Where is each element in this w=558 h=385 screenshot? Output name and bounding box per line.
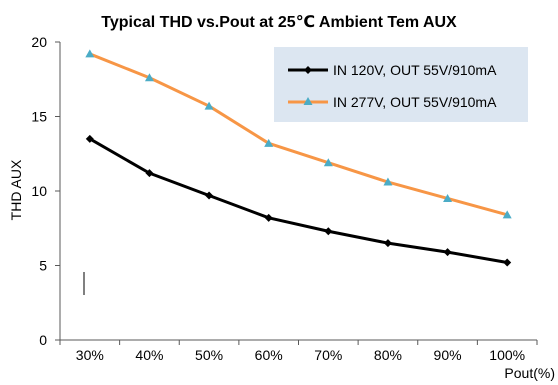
y-tick-label: 10 xyxy=(31,183,47,199)
series-1-point xyxy=(145,169,154,178)
y-tick-label: 0 xyxy=(39,332,47,348)
series-2-point xyxy=(323,158,333,167)
legend-item-series-2: IN 277V, OUT 55V/910mA xyxy=(288,94,497,110)
x-tick-label: 90% xyxy=(434,347,462,363)
series-1 xyxy=(85,134,512,267)
x-tick-label: 60% xyxy=(255,347,283,363)
chart-title: Typical THD vs.Pout at 25℃ Ambient Tem A… xyxy=(101,14,457,31)
series-2-point xyxy=(264,138,274,147)
series-2-point xyxy=(383,177,393,186)
series-1-point xyxy=(264,213,273,222)
series-1-point xyxy=(205,191,214,200)
x-tick-label: 50% xyxy=(195,347,223,363)
legend-box xyxy=(274,47,528,122)
series-2-point xyxy=(204,101,214,110)
x-tick-label: 30% xyxy=(76,347,104,363)
series-2-line xyxy=(88,52,509,217)
x-ticks: 30% 40% 50% 60% 70% 80% 90% 100% xyxy=(59,340,538,363)
y-ticks: 0 5 10 15 20 xyxy=(31,34,60,348)
legend-label-series-2: IN 277V, OUT 55V/910mA xyxy=(333,94,497,110)
series-1-point xyxy=(324,227,333,236)
x-tick-label: 100% xyxy=(489,347,525,363)
x-tick-label: 70% xyxy=(314,347,342,363)
y-axis-label: THD AUX xyxy=(8,159,24,220)
series-1-line xyxy=(88,137,509,265)
legend-label-series-1: IN 120V, OUT 55V/910mA xyxy=(333,62,497,78)
series-2 xyxy=(85,49,512,219)
legend: IN 120V, OUT 55V/910mA IN 277V, OUT 55V/… xyxy=(274,47,528,122)
series-1-point xyxy=(503,258,512,267)
series-1-point xyxy=(383,239,392,248)
series-2-point xyxy=(502,210,512,219)
x-tick-label: 80% xyxy=(374,347,402,363)
x-tick-label: 40% xyxy=(135,347,163,363)
series-layer xyxy=(85,49,512,267)
legend-item-series-1: IN 120V, OUT 55V/910mA xyxy=(288,62,497,78)
series-2-point xyxy=(144,73,154,82)
series-2-point xyxy=(85,49,95,58)
y-tick-label: 20 xyxy=(31,34,47,50)
series-2-point xyxy=(443,193,453,202)
legend-marker-series-2 xyxy=(303,97,313,105)
legend-marker-series-1 xyxy=(304,66,312,74)
series-1-point xyxy=(85,134,94,143)
x-axis-label: Pout(%) xyxy=(504,365,555,381)
series-1-point xyxy=(443,248,452,257)
y-tick-label: 5 xyxy=(39,258,47,274)
y-tick-label: 15 xyxy=(31,109,47,125)
